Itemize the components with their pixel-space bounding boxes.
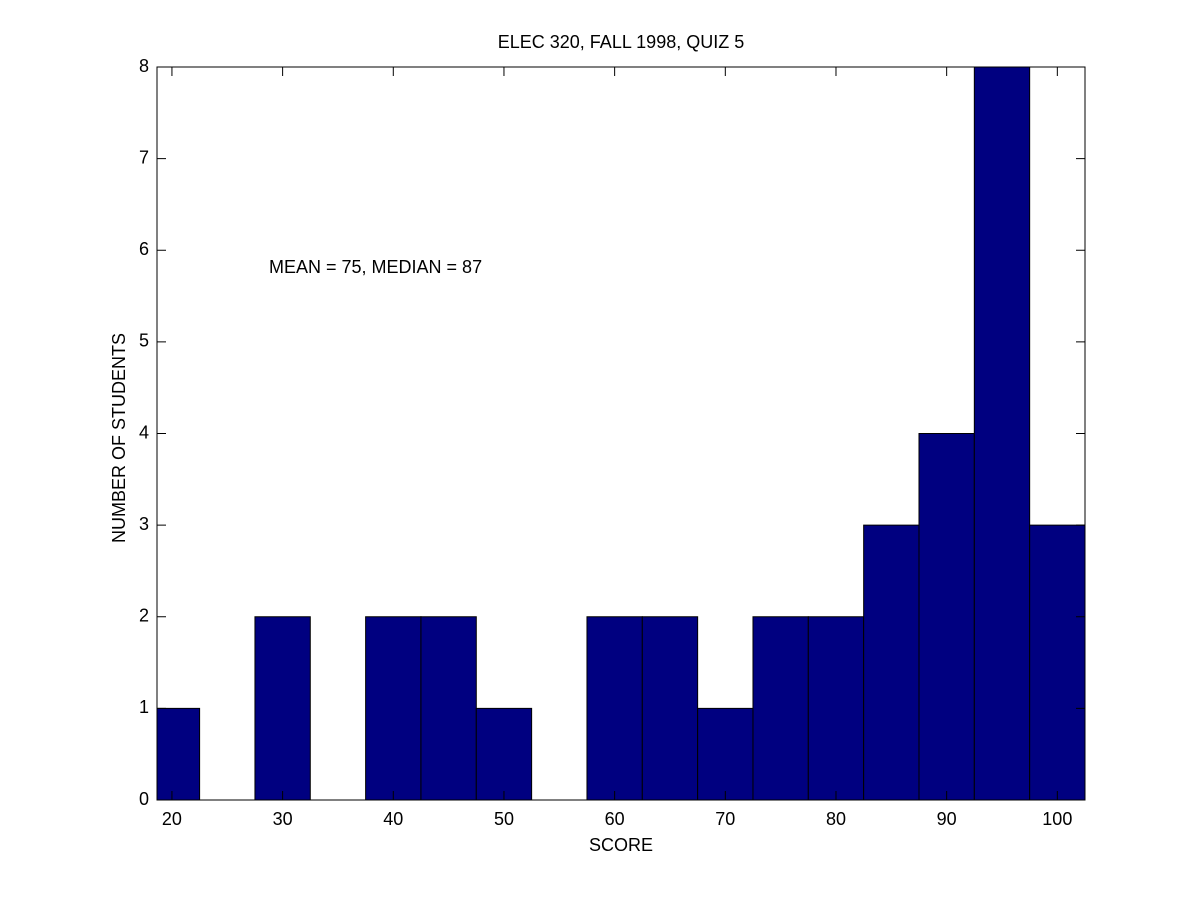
bar xyxy=(752,616,809,800)
bar xyxy=(918,433,975,800)
x-tick-label: 70 xyxy=(715,809,735,829)
y-tick-label: 1 xyxy=(139,697,149,717)
bar xyxy=(863,524,920,800)
bar xyxy=(157,707,201,800)
bar xyxy=(365,616,422,800)
x-tick-label: 60 xyxy=(605,809,625,829)
bar xyxy=(641,616,699,800)
y-tick-label: 6 xyxy=(139,239,149,259)
y-tick-label: 0 xyxy=(139,789,149,809)
x-tick-label: 30 xyxy=(273,809,293,829)
y-tick-label: 5 xyxy=(139,331,149,351)
bar xyxy=(697,707,754,800)
x-tick-label: 20 xyxy=(162,809,182,829)
y-tick-label: 7 xyxy=(139,147,149,167)
bars xyxy=(157,67,1085,800)
x-tick-label: 90 xyxy=(937,809,957,829)
x-tick-label: 80 xyxy=(826,809,846,829)
bar xyxy=(1029,524,1085,800)
bar xyxy=(586,616,643,800)
x-axis-label: SCORE xyxy=(589,835,653,855)
bar xyxy=(475,707,533,800)
x-tick-label: 40 xyxy=(383,809,403,829)
y-axis-label: NUMBER OF STUDENTS xyxy=(109,333,129,543)
y-tick-label: 8 xyxy=(139,56,149,76)
bar xyxy=(807,616,865,800)
annotation: MEAN = 75, MEDIAN = 87 xyxy=(269,257,482,277)
y-tick-label: 3 xyxy=(139,514,149,534)
y-tick-label: 2 xyxy=(139,606,149,626)
bar xyxy=(420,616,477,800)
x-tick-label: 100 xyxy=(1042,809,1072,829)
x-tick-label: 50 xyxy=(494,809,514,829)
bar xyxy=(973,67,1031,800)
bar xyxy=(254,616,311,800)
chart-title: ELEC 320, FALL 1998, QUIZ 5 xyxy=(498,32,744,52)
y-tick-label: 4 xyxy=(139,422,149,442)
